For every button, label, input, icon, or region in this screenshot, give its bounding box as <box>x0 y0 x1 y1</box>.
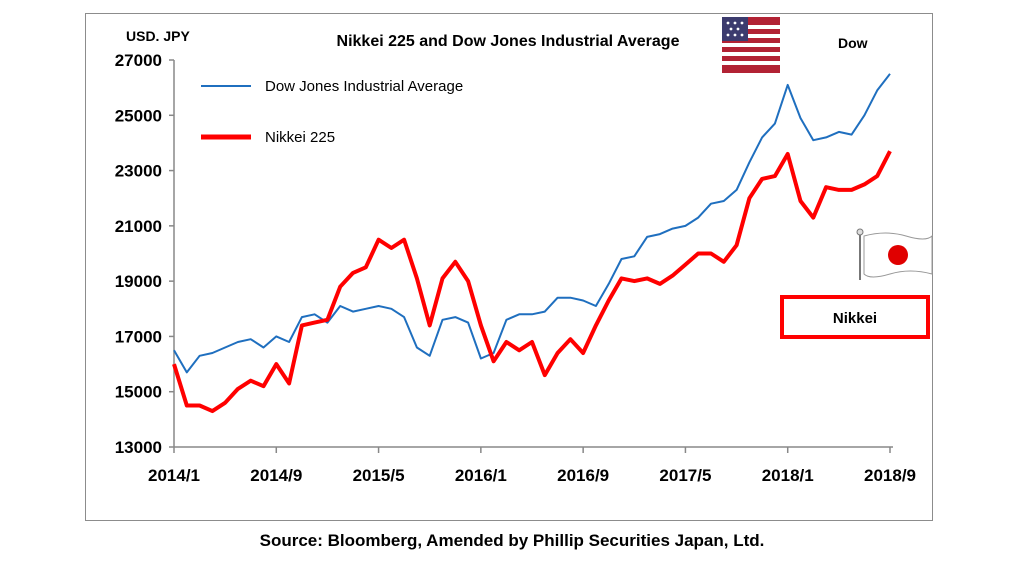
y-tick-label: 15000 <box>115 383 162 402</box>
x-tick-label: 2018/1 <box>762 466 814 485</box>
legend-label-nikkei: Nikkei 225 <box>265 129 335 146</box>
x-tick-label: 2016/1 <box>455 466 507 485</box>
x-tick-label: 2016/9 <box>557 466 609 485</box>
y-ticks: 27000 25000 23000 21000 19000 17000 15000 13000 <box>115 51 174 457</box>
x-tick-label: 2014/9 <box>250 466 302 485</box>
axes <box>173 60 893 448</box>
x-tick-label: 2015/5 <box>353 466 405 485</box>
series-group <box>172 73 892 414</box>
y-axis-label: USD. JPY <box>126 28 190 44</box>
x-tick-label: 2017/5 <box>659 466 711 485</box>
y-tick-label: 17000 <box>115 327 162 346</box>
dow-series-line <box>173 73 891 374</box>
x-ticks: 2014/1 2014/9 2015/5 2016/1 2016/9 2017/5 2018… <box>148 447 916 485</box>
y-tick-label: 21000 <box>115 217 162 236</box>
japan-flag-icon <box>856 228 933 280</box>
source-note: Source: Bloomberg, Amended by Phillip Se… <box>259 531 765 550</box>
dow-annotation: Dow <box>838 35 868 51</box>
y-tick-label: 13000 <box>115 438 162 457</box>
y-tick-label: 25000 <box>115 106 162 125</box>
legend: Dow Jones Industrial Average Nikkei 225 <box>201 78 463 146</box>
nikkei-series-line <box>172 150 892 414</box>
chart-title: Nikkei 225 and Dow Jones Industrial Aver… <box>337 33 680 50</box>
x-tick-label: 2018/9 <box>864 466 916 485</box>
legend-label-dow: Dow Jones Industrial Average <box>265 78 463 95</box>
y-tick-label: 23000 <box>115 162 162 181</box>
y-tick-label: 19000 <box>115 272 162 291</box>
nikkei-annotation: Nikkei <box>833 310 877 327</box>
usa-flag-icon <box>722 17 780 73</box>
nikkei-annotation-box <box>780 295 930 339</box>
x-tick-label: 2014/1 <box>148 466 200 485</box>
y-tick-label: 27000 <box>115 51 162 70</box>
